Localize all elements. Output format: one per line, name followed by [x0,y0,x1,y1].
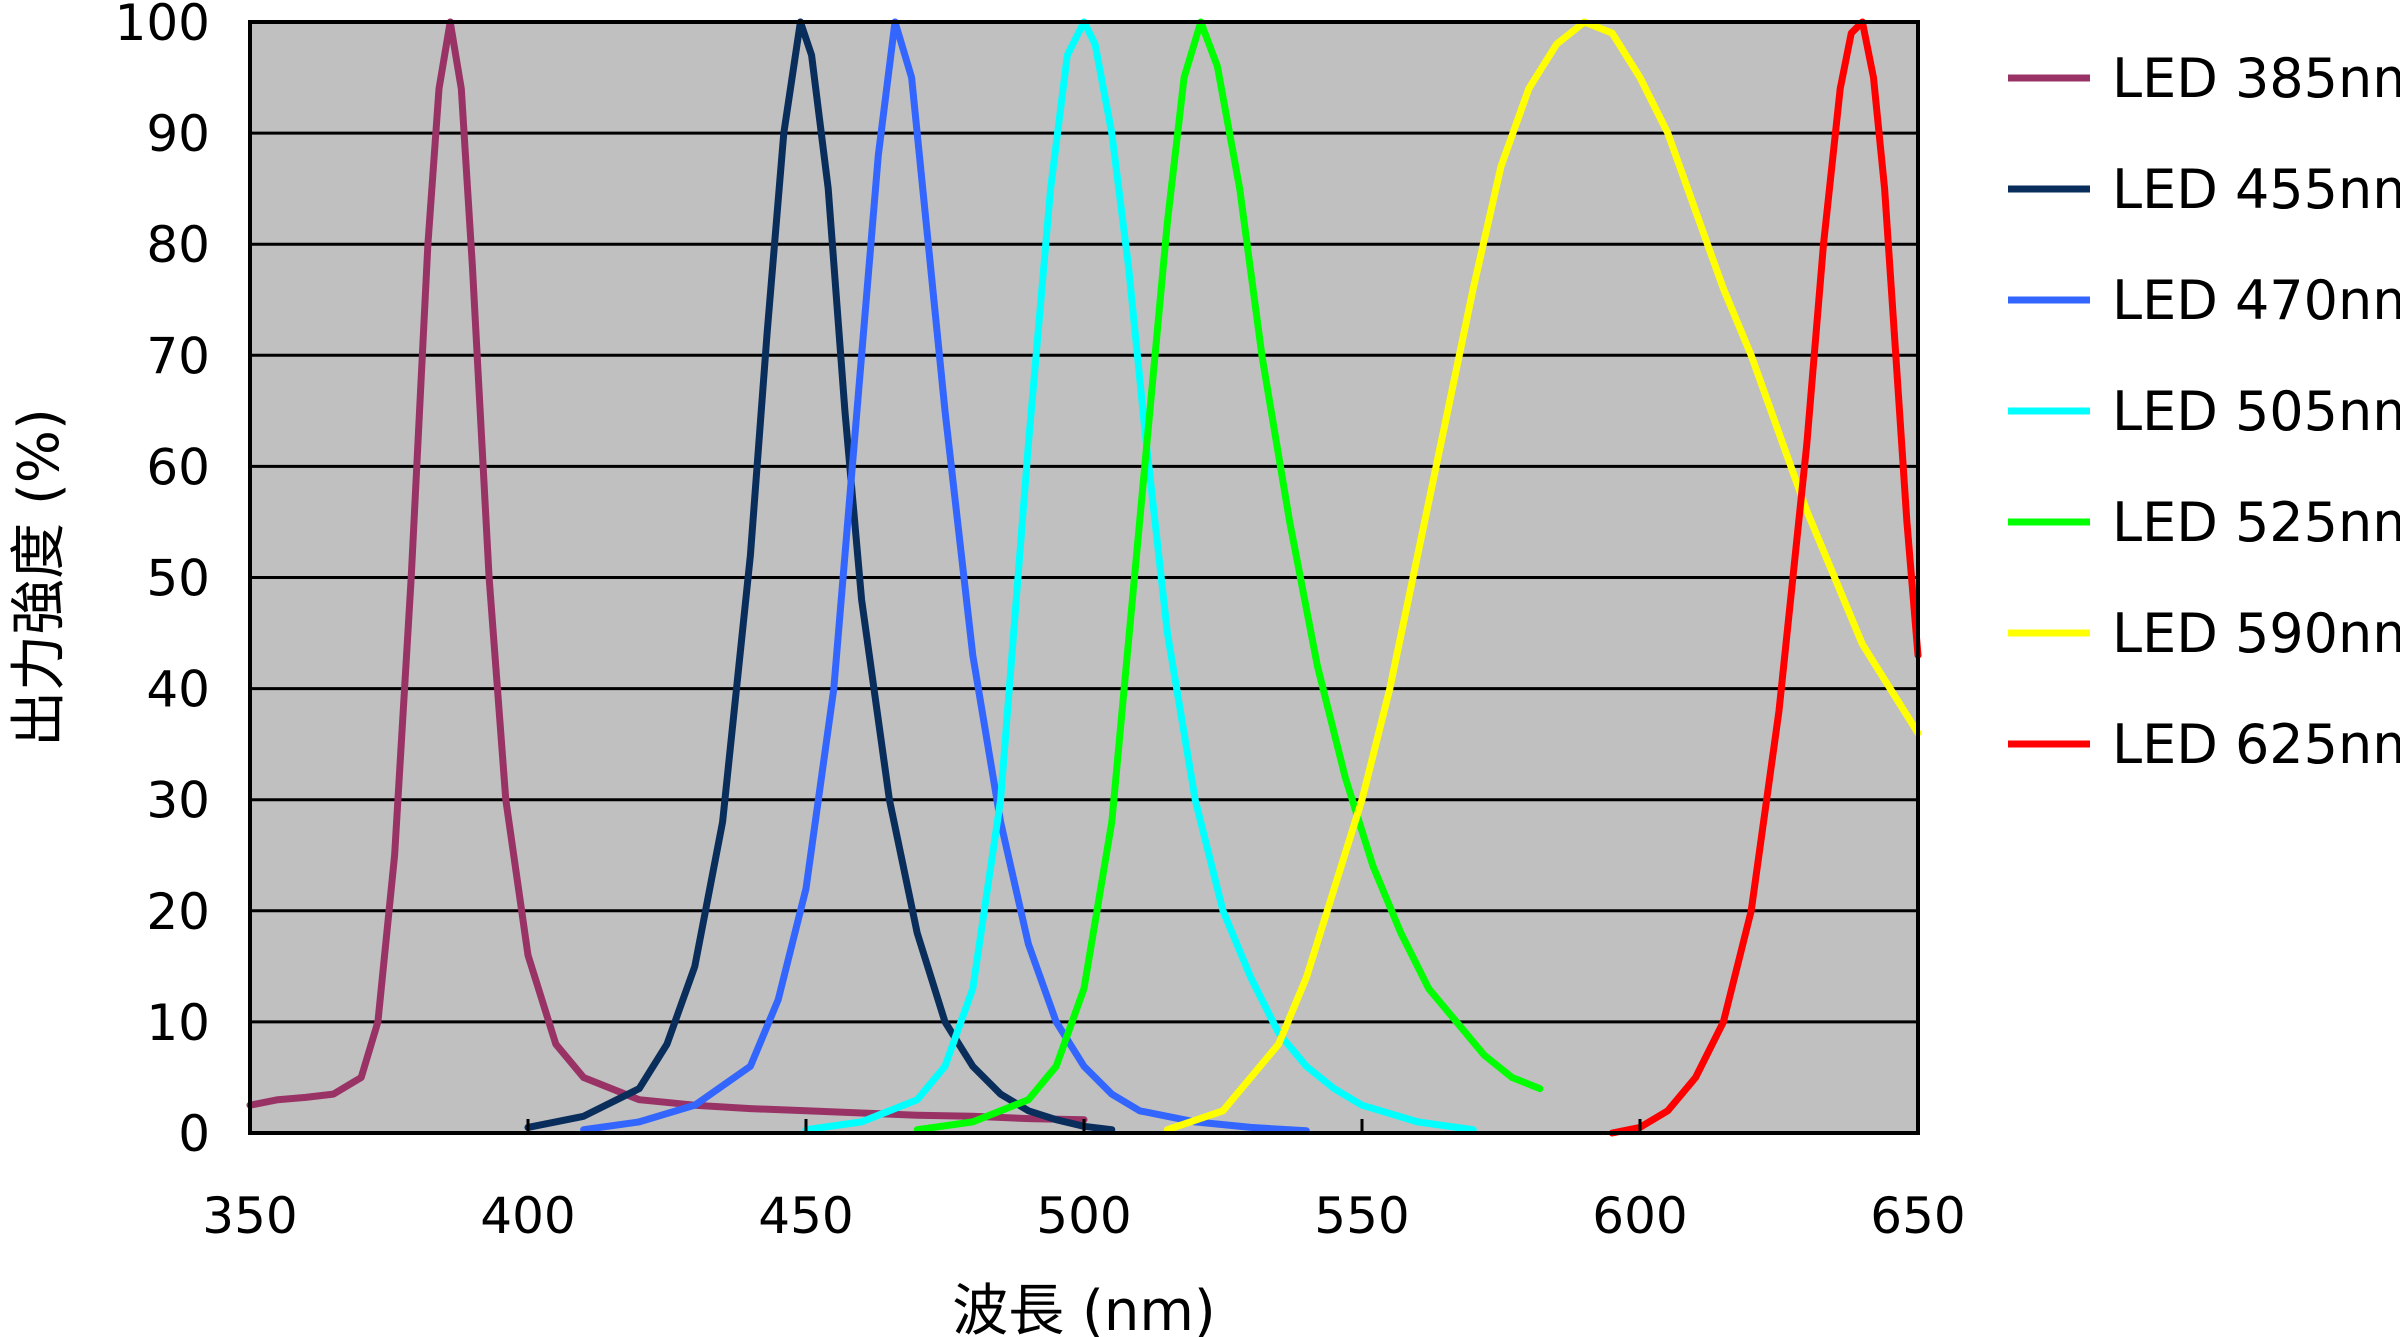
series-line-4 [913,18,1544,1134]
legend-label-5: LED 590nm [2112,602,2400,665]
y-tick-label-0: 0 [178,1105,210,1163]
x-tick-label-500: 500 [1036,1187,1131,1245]
y-tick-label-80: 80 [146,216,210,274]
y-tick-label-20: 20 [146,883,210,941]
series-line-1 [524,18,1116,1134]
x-tick-label-400: 400 [480,1187,575,1245]
y-tick-labels: 0 10 20 30 40 50 60 70 80 90 100 [115,0,210,1163]
y-tick-label-30: 30 [146,772,210,830]
y-tick-label-40: 40 [146,661,210,719]
legend-label-3: LED 505nm [2112,380,2400,443]
y-tick-label-10: 10 [146,994,210,1052]
legend-label-1: LED 455nm [2112,158,2400,221]
y-axis-title: 出力強度 (%) [7,408,72,747]
x-tick-labels: 350 400 450 500 550 600 650 [202,1119,1966,1245]
legend-label-0: LED 385nm [2112,47,2400,110]
legend: LED 385nm LED 455nm LED 470nm LED 505nm LED … [2008,47,2400,776]
series-lines [246,18,1922,1137]
legend-label-4: LED 525nm [2112,491,2400,554]
y-tick-label-90: 90 [146,105,210,163]
x-tick-label-650: 650 [1870,1187,1965,1245]
x-tick-label-450: 450 [758,1187,853,1245]
y-tick-label-100: 100 [115,0,210,52]
y-tick-label-60: 60 [146,438,210,496]
series-line-6 [1608,18,1922,1137]
x-tick-label-600: 600 [1592,1187,1687,1245]
legend-label-6: LED 625nm [2112,713,2400,776]
x-axis-title: 波長 (nm) [952,1279,1216,1337]
y-tick-label-50: 50 [146,550,210,608]
x-tick-label-550: 550 [1314,1187,1409,1245]
legend-label-2: LED 470nm [2112,269,2400,332]
x-tick-label-350: 350 [202,1187,297,1245]
series-line-0 [246,18,1088,1124]
y-tick-label-70: 70 [146,327,210,385]
series-line-3 [802,18,1477,1134]
series-line-2 [580,18,1310,1135]
